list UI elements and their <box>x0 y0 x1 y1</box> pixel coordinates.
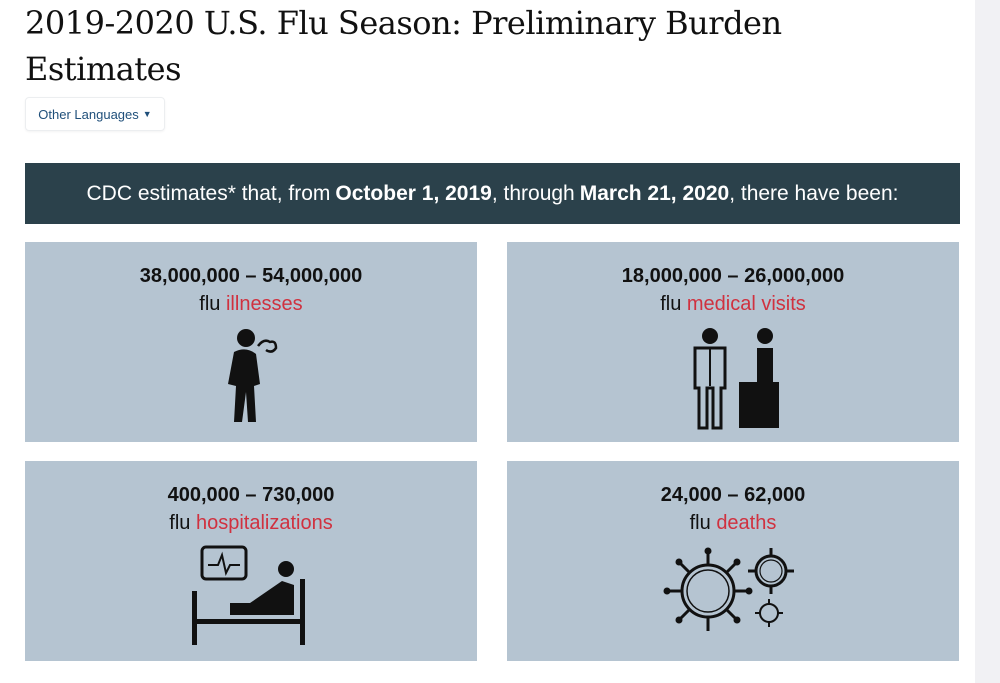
scrollbar[interactable] <box>975 0 1000 683</box>
card-prefix: flu <box>660 293 682 315</box>
deaths-card: 24,000 – 62,000 flu deaths <box>507 461 959 661</box>
medical-visits-label: medical visits <box>686 293 806 315</box>
other-languages-label: Other Languages <box>38 106 139 122</box>
card-prefix: flu <box>199 293 221 315</box>
medical-visits-card: 18,000,000 – 26,000,000 flu medical visi… <box>507 242 959 442</box>
banner-end-date: March 21, 2020 <box>579 181 730 205</box>
hospital-bed-icon <box>192 545 305 645</box>
deaths-label: deaths <box>716 512 777 534</box>
page-title: 2019-2020 U.S. Flu Season: Preliminary B… <box>25 4 782 88</box>
hospitalizations-label: hospitalizations <box>195 512 333 534</box>
hospitalizations-range: 400,000 – 730,000 <box>167 484 335 506</box>
medical-visits-range: 18,000,000 – 26,000,000 <box>621 265 845 287</box>
sick-person-icon <box>228 329 278 422</box>
deaths-range: 24,000 – 62,000 <box>660 484 806 506</box>
banner-suffix: , there have been: <box>729 181 899 205</box>
banner-middle: , through <box>491 181 575 205</box>
estimate-banner: CDC estimates* that, from October 1, 201… <box>25 163 960 224</box>
banner-prefix: CDC estimates* that, from <box>86 181 331 205</box>
illnesses-card: 38,000,000 – 54,000,000 flu illnesses <box>25 242 477 442</box>
illnesses-label: illnesses <box>225 293 303 315</box>
illnesses-range: 38,000,000 – 54,000,000 <box>139 265 363 287</box>
virus-icon <box>663 547 794 631</box>
hospitalizations-card: 400,000 – 730,000 flu hospitalizations <box>25 461 477 661</box>
other-languages-dropdown[interactable]: Other Languages ▼ <box>25 97 165 131</box>
doctor-patient-icon <box>693 328 779 430</box>
card-prefix: flu <box>689 512 711 534</box>
card-prefix: flu <box>169 512 191 534</box>
caret-down-icon: ▼ <box>142 109 152 119</box>
banner-start-date: October 1, 2019 <box>335 181 492 205</box>
